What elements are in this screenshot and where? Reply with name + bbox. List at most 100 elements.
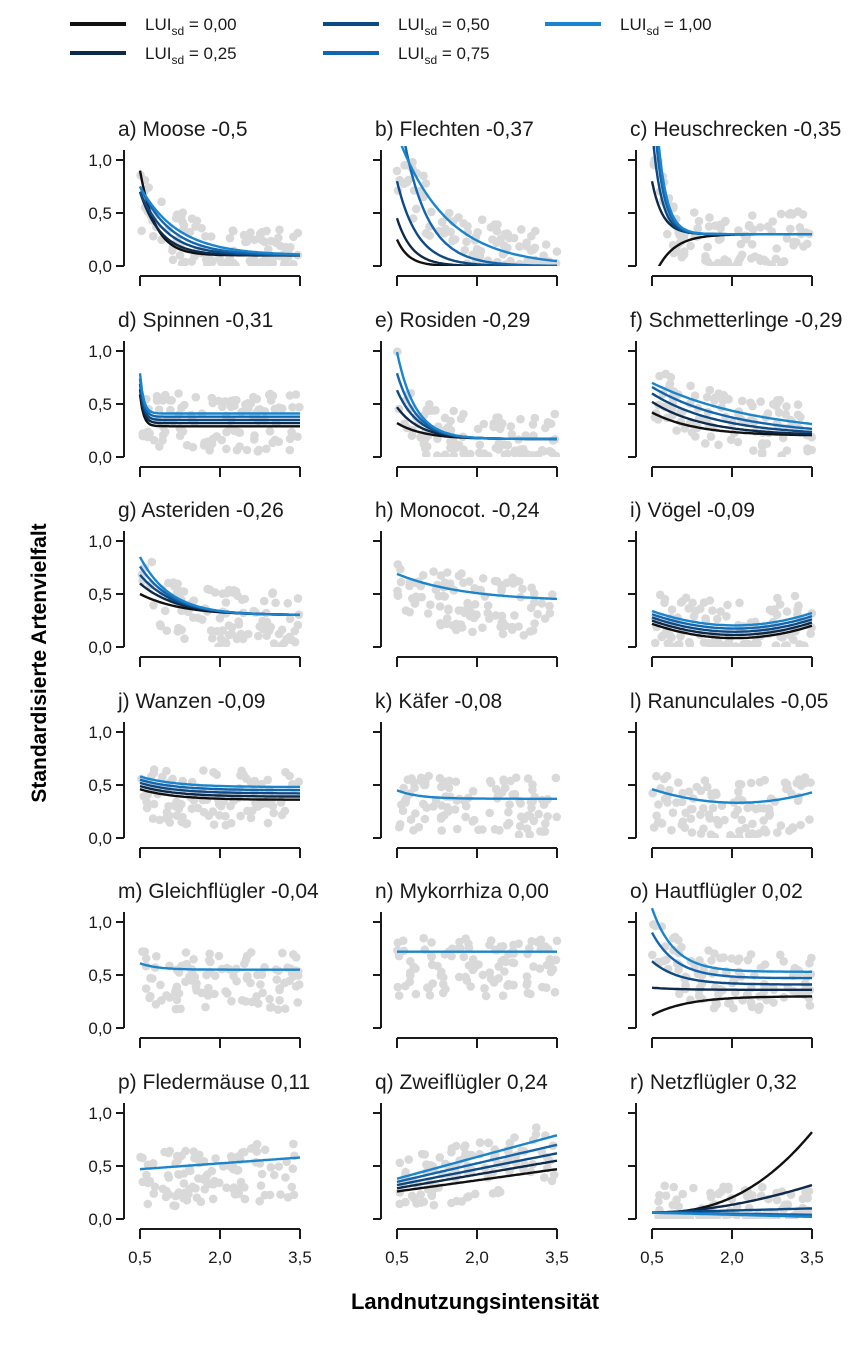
data-point xyxy=(176,1004,185,1014)
data-point xyxy=(273,1005,283,1014)
data-point xyxy=(662,771,672,781)
data-point xyxy=(522,980,532,990)
series-line xyxy=(139,775,300,789)
data-point xyxy=(206,232,216,241)
curve-group xyxy=(396,789,557,800)
data-point xyxy=(166,405,175,415)
data-point xyxy=(427,960,437,970)
curve-group xyxy=(651,381,813,437)
data-point xyxy=(775,600,785,609)
x-axis-label: Landnutzungsintensität xyxy=(351,1289,600,1314)
data-point xyxy=(526,989,535,999)
data-point xyxy=(147,557,157,567)
data-point xyxy=(507,430,517,439)
data-point xyxy=(434,591,444,601)
data-point xyxy=(170,801,179,810)
data-point xyxy=(177,799,186,809)
data-point xyxy=(648,950,657,960)
data-point xyxy=(170,582,179,591)
curve-group xyxy=(139,962,300,971)
data-point xyxy=(249,257,259,266)
data-point xyxy=(659,631,668,640)
data-point xyxy=(779,957,788,966)
data-point xyxy=(204,811,214,820)
legend-label: LUIsd = 0,25 xyxy=(145,44,237,67)
series-line xyxy=(651,995,812,1017)
data-point xyxy=(543,812,552,821)
data-point xyxy=(534,809,543,819)
data-point xyxy=(675,989,684,999)
data-point xyxy=(759,816,768,825)
data-point xyxy=(754,1005,763,1014)
data-point xyxy=(246,978,255,988)
data-point xyxy=(530,451,540,457)
data-point xyxy=(514,622,523,631)
data-point xyxy=(426,600,435,609)
data-point xyxy=(421,179,431,188)
series-line xyxy=(139,784,300,798)
data-point xyxy=(742,639,752,647)
data-point xyxy=(706,1192,716,1202)
curve-group xyxy=(650,146,812,266)
data-point xyxy=(205,949,214,959)
data-point xyxy=(692,782,702,792)
data-point xyxy=(288,403,297,412)
data-point xyxy=(503,440,513,450)
data-point xyxy=(505,800,514,809)
data-point xyxy=(529,816,539,826)
data-point xyxy=(138,947,147,956)
legend: LUIsd = 0,00 LUIsd = 0,25 LUIsd = 0,50 LUIs… xyxy=(70,15,712,67)
data-point xyxy=(221,639,231,647)
data-point xyxy=(749,833,758,838)
panel-title: q) Zweiflügler 0,24 xyxy=(375,1071,548,1094)
data-point xyxy=(269,808,279,818)
data-point xyxy=(669,1182,679,1192)
data-point xyxy=(480,984,489,993)
data-point xyxy=(468,817,478,826)
data-point xyxy=(551,773,561,783)
data-point xyxy=(268,588,278,597)
data-point xyxy=(225,233,235,243)
data-point xyxy=(197,223,206,233)
data-point xyxy=(178,1192,188,1202)
data-point xyxy=(275,985,284,995)
data-point xyxy=(541,240,551,249)
data-point xyxy=(428,406,438,415)
panel: d) Spinnen -0,31 0,0 0,5 1,0 xyxy=(88,309,304,477)
data-point xyxy=(155,442,164,451)
data-point xyxy=(545,601,554,611)
series-line xyxy=(139,778,300,792)
data-point xyxy=(464,943,474,953)
series-line xyxy=(651,788,813,804)
data-point xyxy=(295,402,304,412)
data-point xyxy=(714,990,723,999)
data-point xyxy=(473,228,483,237)
panel: l) Ranunculales -0,05 xyxy=(628,690,828,858)
data-point xyxy=(165,993,174,1002)
series-line xyxy=(651,385,813,431)
data-point xyxy=(255,1196,264,1206)
data-point xyxy=(144,183,153,192)
data-point xyxy=(459,449,468,457)
data-point xyxy=(158,396,168,405)
data-point xyxy=(734,954,744,963)
series-line xyxy=(404,146,558,266)
data-point xyxy=(525,830,534,838)
data-point xyxy=(192,979,201,988)
data-point xyxy=(748,211,757,220)
data-point xyxy=(765,605,775,615)
point-cloud xyxy=(393,933,562,1001)
data-point xyxy=(293,620,303,630)
data-point xyxy=(167,396,176,405)
data-point xyxy=(242,237,252,246)
data-point xyxy=(509,958,519,968)
data-point xyxy=(696,829,706,838)
curve-group xyxy=(139,775,300,801)
series-line xyxy=(651,613,813,630)
data-point xyxy=(796,781,806,790)
data-point xyxy=(696,810,705,819)
data-point xyxy=(289,1139,298,1149)
data-point xyxy=(722,612,731,621)
y-tick-label: 0,0 xyxy=(88,638,112,657)
data-point xyxy=(226,1152,236,1161)
